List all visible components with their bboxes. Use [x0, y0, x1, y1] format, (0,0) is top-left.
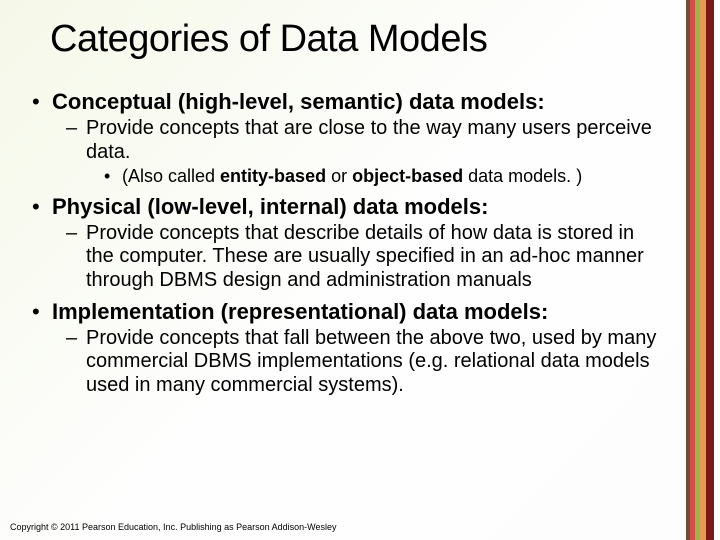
subbullet-implementation: Provide concepts that fall between the a… — [30, 327, 666, 398]
bullet-conceptual: Conceptual (high-level, semantic) data m… — [30, 89, 666, 115]
text-entity-based: entity-based — [220, 166, 326, 186]
decorative-stripes — [686, 0, 720, 540]
slide-content: Categories of Data Models Conceptual (hi… — [0, 0, 686, 397]
slide-body: Conceptual (high-level, semantic) data m… — [12, 89, 666, 397]
text-pre: (Also called — [122, 166, 220, 186]
slide-title: Categories of Data Models — [12, 0, 666, 83]
bullet-physical: Physical (low-level, internal) data mode… — [30, 194, 666, 220]
text-object-based: object-based — [352, 166, 463, 186]
bullet-implementation: Implementation (representational) data m… — [30, 299, 666, 325]
copyright-footer: Copyright © 2011 Pearson Education, Inc.… — [10, 522, 337, 532]
subbullet-conceptual: Provide concepts that are close to the w… — [30, 117, 666, 164]
subsubbullet-conceptual: (Also called entity-based or object-base… — [30, 166, 666, 188]
subbullet-physical: Provide concepts that describe details o… — [30, 222, 666, 293]
text-post: data models. ) — [463, 166, 582, 186]
text-mid: or — [326, 166, 352, 186]
